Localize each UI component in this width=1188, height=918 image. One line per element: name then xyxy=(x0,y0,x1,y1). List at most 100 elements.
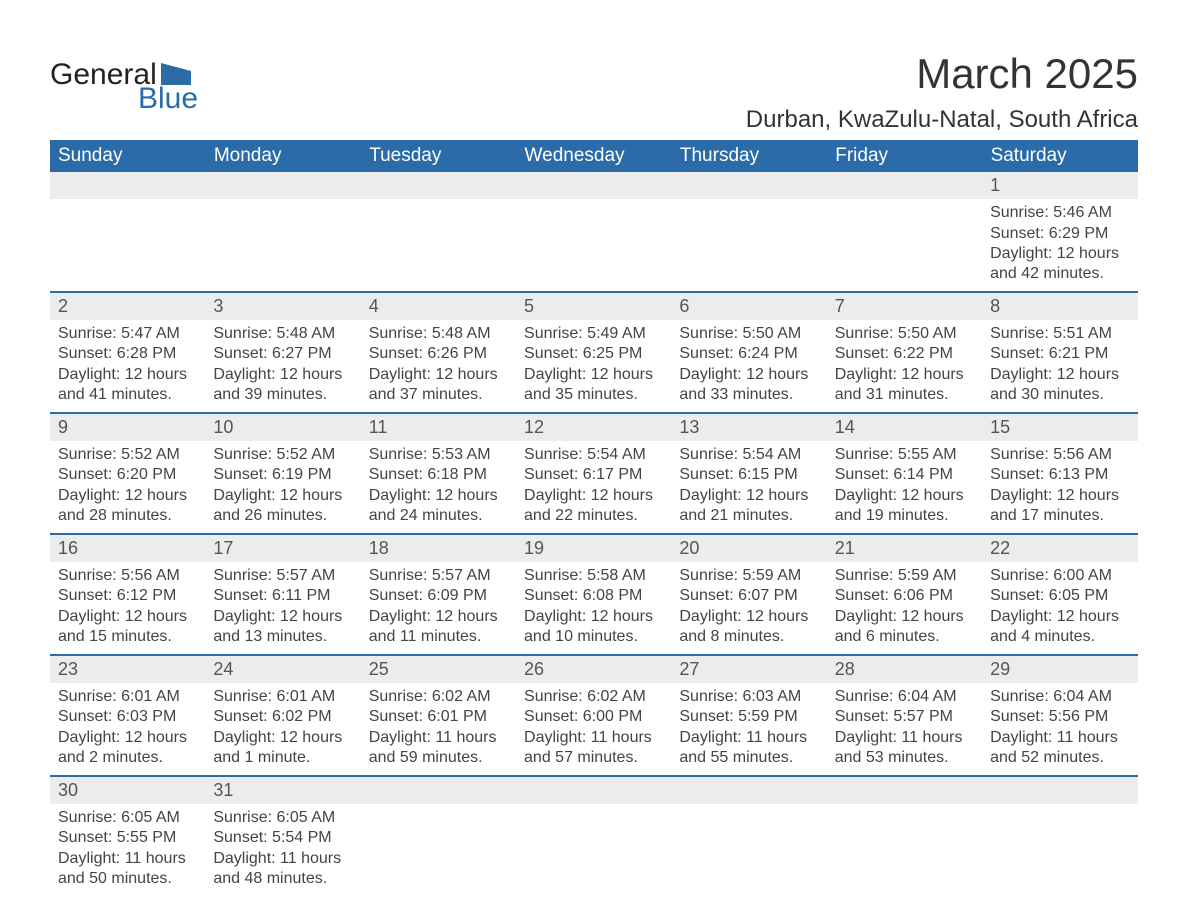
sunrise-text: Sunrise: 5:55 AM xyxy=(835,445,974,465)
daylight-text: Daylight: 12 hours xyxy=(213,486,352,506)
day-number: 8 xyxy=(982,292,1137,320)
sunset-text: Sunset: 6:21 PM xyxy=(990,344,1129,364)
sunset-text: Sunset: 6:12 PM xyxy=(58,586,197,606)
daylight-text: and 8 minutes. xyxy=(679,627,818,647)
daylight-text: and 52 minutes. xyxy=(990,748,1129,768)
sunset-text: Sunset: 6:02 PM xyxy=(213,707,352,727)
day-cell xyxy=(516,804,671,896)
day-number: 12 xyxy=(516,413,671,441)
day-cell: Sunrise: 5:50 AMSunset: 6:22 PMDaylight:… xyxy=(827,320,982,413)
day-number xyxy=(361,776,516,804)
daylight-text: Daylight: 11 hours xyxy=(58,849,197,869)
day-header: Saturday xyxy=(982,140,1137,172)
sunset-text: Sunset: 6:25 PM xyxy=(524,344,663,364)
daylight-text: Daylight: 12 hours xyxy=(835,365,974,385)
day-number: 2 xyxy=(50,292,205,320)
daylight-text: and 42 minutes. xyxy=(990,264,1129,284)
day-number-row: 1 xyxy=(50,172,1138,199)
day-number: 7 xyxy=(827,292,982,320)
day-cell: Sunrise: 6:04 AMSunset: 5:56 PMDaylight:… xyxy=(982,683,1137,776)
day-number: 19 xyxy=(516,534,671,562)
sunset-text: Sunset: 6:13 PM xyxy=(990,465,1129,485)
daylight-text: Daylight: 12 hours xyxy=(990,607,1129,627)
daylight-text: Daylight: 11 hours xyxy=(835,728,974,748)
day-number: 13 xyxy=(671,413,826,441)
logo: General Blue xyxy=(50,60,198,114)
day-cell xyxy=(516,199,671,292)
daylight-text: and 13 minutes. xyxy=(213,627,352,647)
daylight-text: Daylight: 12 hours xyxy=(213,728,352,748)
sunrise-text: Sunrise: 5:46 AM xyxy=(990,203,1129,223)
day-number: 21 xyxy=(827,534,982,562)
header: General Blue March 2025 Durban, KwaZulu-… xyxy=(50,50,1138,134)
daylight-text: Daylight: 12 hours xyxy=(524,486,663,506)
daylight-text: and 57 minutes. xyxy=(524,748,663,768)
daylight-text: Daylight: 12 hours xyxy=(213,607,352,627)
daylight-text: and 28 minutes. xyxy=(58,506,197,526)
sunset-text: Sunset: 6:18 PM xyxy=(369,465,508,485)
day-cell xyxy=(827,199,982,292)
sunset-text: Sunset: 6:14 PM xyxy=(835,465,974,485)
day-cell: Sunrise: 5:58 AMSunset: 6:08 PMDaylight:… xyxy=(516,562,671,655)
day-number xyxy=(516,172,671,199)
daylight-text: and 19 minutes. xyxy=(835,506,974,526)
daylight-text: and 37 minutes. xyxy=(369,385,508,405)
day-detail-row: Sunrise: 5:52 AMSunset: 6:20 PMDaylight:… xyxy=(50,441,1138,534)
sunset-text: Sunset: 6:17 PM xyxy=(524,465,663,485)
day-header: Monday xyxy=(205,140,360,172)
day-cell: Sunrise: 5:48 AMSunset: 6:27 PMDaylight:… xyxy=(205,320,360,413)
daylight-text: Daylight: 12 hours xyxy=(524,607,663,627)
sunset-text: Sunset: 6:11 PM xyxy=(213,586,352,606)
day-number-row: 16171819202122 xyxy=(50,534,1138,562)
sunrise-text: Sunrise: 5:50 AM xyxy=(679,324,818,344)
day-cell: Sunrise: 6:00 AMSunset: 6:05 PMDaylight:… xyxy=(982,562,1137,655)
logo-text-blue: Blue xyxy=(138,84,198,114)
daylight-text: and 2 minutes. xyxy=(58,748,197,768)
sunset-text: Sunset: 5:57 PM xyxy=(835,707,974,727)
sunrise-text: Sunrise: 5:50 AM xyxy=(835,324,974,344)
day-cell xyxy=(671,199,826,292)
day-number-row: 9101112131415 xyxy=(50,413,1138,441)
daylight-text: Daylight: 11 hours xyxy=(524,728,663,748)
day-number: 16 xyxy=(50,534,205,562)
daylight-text: and 22 minutes. xyxy=(524,506,663,526)
sunset-text: Sunset: 6:29 PM xyxy=(990,224,1129,244)
sunset-text: Sunset: 6:00 PM xyxy=(524,707,663,727)
day-cell: Sunrise: 6:02 AMSunset: 6:01 PMDaylight:… xyxy=(361,683,516,776)
day-number xyxy=(205,172,360,199)
day-detail-row: Sunrise: 6:05 AMSunset: 5:55 PMDaylight:… xyxy=(50,804,1138,896)
day-cell: Sunrise: 5:56 AMSunset: 6:13 PMDaylight:… xyxy=(982,441,1137,534)
daylight-text: and 59 minutes. xyxy=(369,748,508,768)
day-cell xyxy=(671,804,826,896)
day-number xyxy=(516,776,671,804)
sunset-text: Sunset: 5:54 PM xyxy=(213,828,352,848)
day-detail-row: Sunrise: 5:46 AMSunset: 6:29 PMDaylight:… xyxy=(50,199,1138,292)
sunrise-text: Sunrise: 6:04 AM xyxy=(835,687,974,707)
day-number-row: 23242526272829 xyxy=(50,655,1138,683)
day-number: 4 xyxy=(361,292,516,320)
sunrise-text: Sunrise: 6:01 AM xyxy=(58,687,197,707)
day-cell: Sunrise: 6:04 AMSunset: 5:57 PMDaylight:… xyxy=(827,683,982,776)
sunrise-text: Sunrise: 5:47 AM xyxy=(58,324,197,344)
day-cell: Sunrise: 5:46 AMSunset: 6:29 PMDaylight:… xyxy=(982,199,1137,292)
day-cell: Sunrise: 5:52 AMSunset: 6:20 PMDaylight:… xyxy=(50,441,205,534)
day-number-row: 3031 xyxy=(50,776,1138,804)
daylight-text: Daylight: 12 hours xyxy=(58,365,197,385)
daylight-text: and 53 minutes. xyxy=(835,748,974,768)
day-number xyxy=(827,172,982,199)
daylight-text: Daylight: 11 hours xyxy=(679,728,818,748)
daylight-text: Daylight: 12 hours xyxy=(835,607,974,627)
daylight-text: Daylight: 12 hours xyxy=(990,244,1129,264)
day-number: 18 xyxy=(361,534,516,562)
day-cell: Sunrise: 5:59 AMSunset: 6:06 PMDaylight:… xyxy=(827,562,982,655)
day-cell xyxy=(50,199,205,292)
day-number: 23 xyxy=(50,655,205,683)
day-cell xyxy=(361,804,516,896)
day-cell: Sunrise: 5:49 AMSunset: 6:25 PMDaylight:… xyxy=(516,320,671,413)
location-subtitle: Durban, KwaZulu-Natal, South Africa xyxy=(746,106,1138,134)
day-number xyxy=(982,776,1137,804)
sunset-text: Sunset: 6:24 PM xyxy=(679,344,818,364)
day-number xyxy=(827,776,982,804)
day-number: 17 xyxy=(205,534,360,562)
daylight-text: Daylight: 12 hours xyxy=(58,728,197,748)
